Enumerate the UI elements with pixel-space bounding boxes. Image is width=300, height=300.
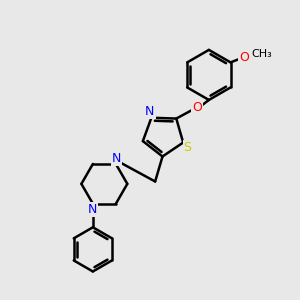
Text: N: N (112, 152, 122, 165)
Text: N: N (87, 203, 97, 216)
Text: N: N (145, 105, 154, 118)
Text: O: O (192, 101, 202, 114)
Text: S: S (184, 141, 192, 154)
Text: CH₃: CH₃ (251, 49, 272, 59)
Text: O: O (239, 51, 249, 64)
